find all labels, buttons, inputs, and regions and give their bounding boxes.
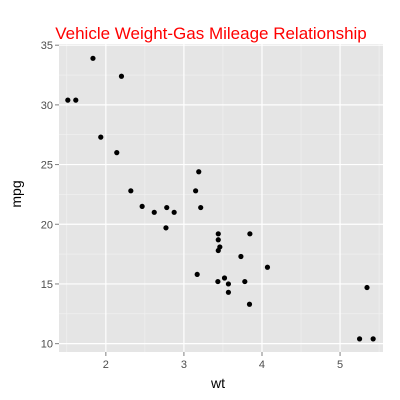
- data-point: [364, 284, 370, 291]
- data-point: [98, 134, 104, 140]
- data-point: [242, 278, 248, 285]
- y-tick-label: 20: [41, 219, 53, 231]
- data-point: [114, 150, 120, 156]
- y-tick-label: 25: [41, 160, 53, 172]
- y-axis-label: mpg: [8, 180, 24, 207]
- data-point: [215, 247, 221, 254]
- y-tick-label: 10: [41, 339, 53, 351]
- data-point: [246, 301, 253, 307]
- data-point: [151, 209, 157, 215]
- minor-gridlines: [59, 44, 383, 352]
- x-tick-label: 3: [181, 359, 187, 371]
- data-point: [370, 336, 376, 342]
- data-point: [65, 97, 71, 103]
- data-point: [90, 55, 96, 61]
- data-point: [215, 231, 221, 237]
- y-tick-label: 15: [41, 279, 53, 291]
- data-point: [128, 188, 134, 194]
- plot-panel: [59, 44, 383, 352]
- major-gridlines: [59, 44, 383, 352]
- data-point: [356, 336, 363, 342]
- data-point: [225, 289, 232, 295]
- data-point: [171, 209, 177, 215]
- data-point: [139, 203, 145, 209]
- data-point: [198, 204, 204, 211]
- x-tick-label: 4: [259, 359, 265, 371]
- data-point: [221, 275, 228, 281]
- y-tick-label: 30: [41, 100, 53, 112]
- x-tick-label: 2: [103, 359, 109, 371]
- x-tick-label: 5: [337, 359, 343, 371]
- data-point: [238, 253, 244, 260]
- data-point: [225, 281, 232, 287]
- data-points: [65, 55, 376, 342]
- data-point: [118, 73, 125, 79]
- data-point: [215, 237, 221, 243]
- data-point: [163, 225, 169, 231]
- x-axis-ticks: 2 3 4 5: [103, 352, 343, 371]
- data-point: [196, 169, 202, 175]
- x-axis-label: wt: [210, 375, 225, 391]
- data-point: [164, 204, 170, 211]
- data-point: [193, 188, 199, 194]
- data-point: [247, 231, 253, 237]
- y-axis-ticks: 10 15 20 25 30 35: [41, 40, 59, 351]
- data-point: [215, 278, 221, 285]
- data-point: [264, 264, 271, 270]
- chart-title: Vehicle Weight-Gas Mileage Relationship: [55, 24, 367, 43]
- y-tick-label: 35: [41, 40, 53, 52]
- data-point: [194, 271, 200, 278]
- data-point: [73, 97, 79, 103]
